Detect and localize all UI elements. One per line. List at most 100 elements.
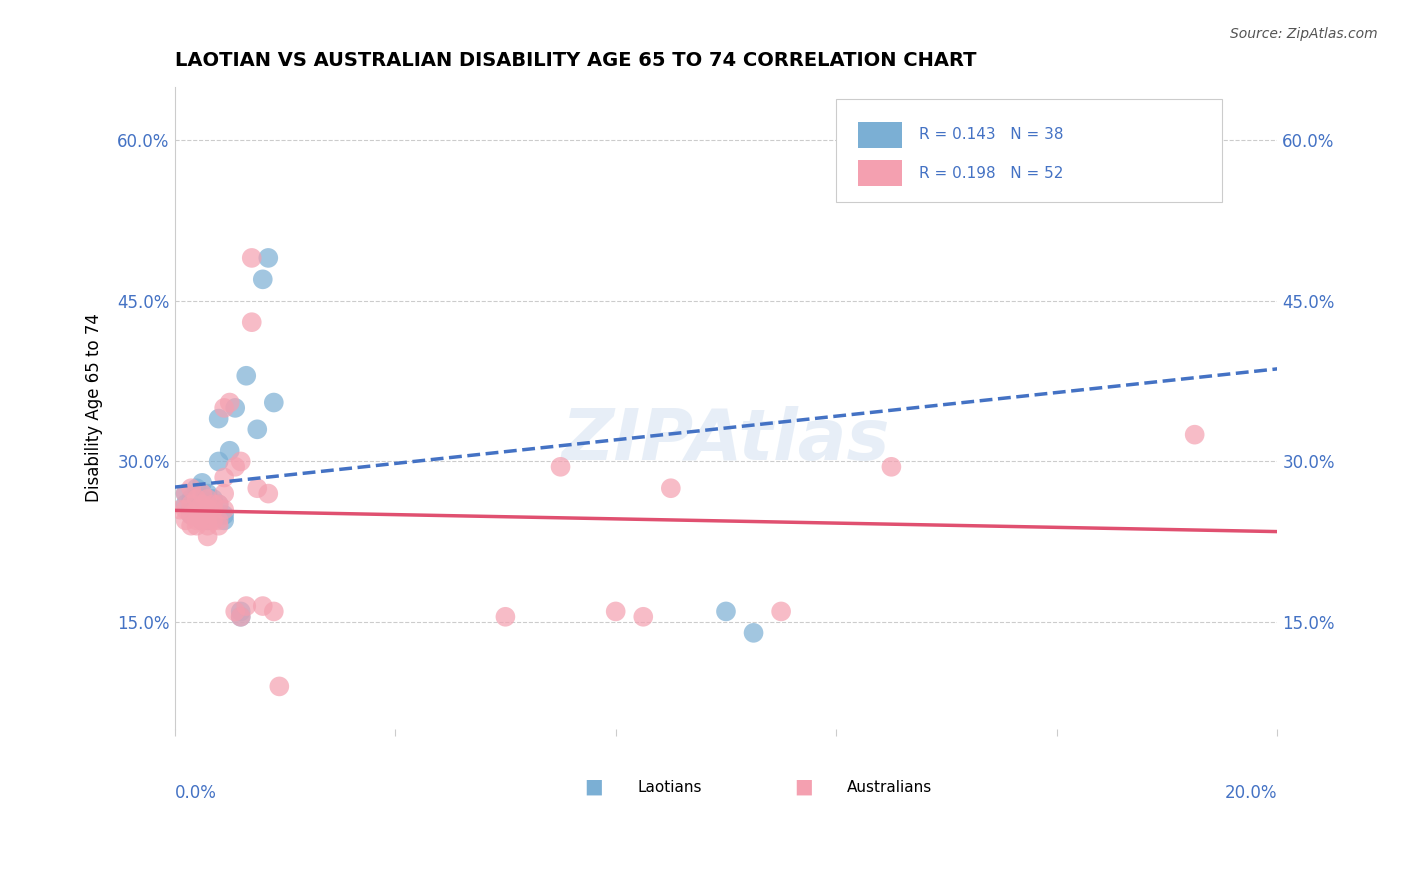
Point — [186, 518, 208, 533]
Point — [208, 518, 231, 533]
Point — [202, 491, 225, 506]
Point — [208, 497, 231, 511]
Text: Australians: Australians — [848, 780, 932, 795]
Point — [605, 604, 627, 618]
Point — [218, 443, 240, 458]
Point — [263, 604, 285, 618]
Point — [212, 401, 235, 415]
Point — [212, 513, 235, 527]
Point — [212, 470, 235, 484]
Point — [212, 486, 235, 500]
Point — [212, 502, 235, 516]
Point — [197, 518, 219, 533]
Point — [191, 508, 214, 522]
Text: 0.0%: 0.0% — [174, 784, 217, 802]
Point — [240, 251, 263, 265]
Point — [218, 395, 240, 409]
Point — [180, 497, 202, 511]
Point — [235, 368, 257, 383]
Point — [191, 475, 214, 490]
Text: ▪: ▪ — [583, 772, 605, 802]
Point — [229, 609, 252, 624]
Point — [197, 502, 219, 516]
Point — [224, 459, 246, 474]
Text: ▪: ▪ — [793, 772, 814, 802]
Point — [186, 513, 208, 527]
Point — [169, 502, 191, 516]
Point — [224, 401, 246, 415]
Point — [246, 422, 269, 436]
Point — [659, 481, 682, 495]
Point — [197, 502, 219, 516]
Point — [880, 459, 903, 474]
Point — [174, 497, 197, 511]
Point — [208, 411, 231, 425]
Point — [252, 599, 274, 613]
FancyBboxPatch shape — [837, 99, 1222, 202]
Y-axis label: Disability Age 65 to 74: Disability Age 65 to 74 — [86, 313, 103, 502]
Point — [202, 502, 225, 516]
Point — [191, 486, 214, 500]
Point — [174, 502, 197, 516]
Point — [202, 513, 225, 527]
Text: ZIPAtlas: ZIPAtlas — [562, 406, 890, 475]
Point — [191, 491, 214, 506]
Point — [174, 486, 197, 500]
Point — [263, 395, 285, 409]
Point — [208, 497, 231, 511]
Point — [880, 144, 903, 158]
Point — [180, 518, 202, 533]
Point — [494, 609, 516, 624]
Point — [742, 625, 765, 640]
Point — [197, 513, 219, 527]
Point — [191, 513, 214, 527]
Point — [202, 502, 225, 516]
Point — [180, 508, 202, 522]
Point — [240, 315, 263, 329]
Point — [186, 491, 208, 506]
Point — [212, 508, 235, 522]
Point — [208, 454, 231, 468]
Point — [257, 486, 280, 500]
Text: R = 0.198   N = 52: R = 0.198 N = 52 — [920, 166, 1063, 181]
Point — [197, 491, 219, 506]
Point — [191, 497, 214, 511]
Text: Source: ZipAtlas.com: Source: ZipAtlas.com — [1230, 27, 1378, 41]
Point — [197, 529, 219, 543]
Point — [180, 491, 202, 506]
Point — [269, 680, 291, 694]
Point — [714, 604, 737, 618]
Point — [180, 502, 202, 516]
Point — [229, 609, 252, 624]
Point — [229, 454, 252, 468]
Point — [174, 513, 197, 527]
Point — [186, 497, 208, 511]
Point — [186, 481, 208, 495]
FancyBboxPatch shape — [858, 161, 903, 186]
Point — [246, 481, 269, 495]
Point — [191, 513, 214, 527]
Point — [224, 604, 246, 618]
Point — [633, 609, 655, 624]
Point — [197, 513, 219, 527]
Point — [180, 508, 202, 522]
Point — [208, 513, 231, 527]
Point — [550, 459, 572, 474]
Point — [197, 508, 219, 522]
Point — [252, 272, 274, 286]
FancyBboxPatch shape — [858, 122, 903, 147]
Point — [235, 599, 257, 613]
Text: 20.0%: 20.0% — [1225, 784, 1278, 802]
Point — [174, 486, 197, 500]
Point — [202, 497, 225, 511]
Point — [229, 604, 252, 618]
Point — [180, 481, 202, 495]
Text: Laotians: Laotians — [638, 780, 702, 795]
Text: LAOTIAN VS AUSTRALIAN DISABILITY AGE 65 TO 74 CORRELATION CHART: LAOTIAN VS AUSTRALIAN DISABILITY AGE 65 … — [174, 51, 976, 70]
Point — [186, 502, 208, 516]
Point — [257, 251, 280, 265]
Text: R = 0.143   N = 38: R = 0.143 N = 38 — [920, 128, 1063, 142]
Point — [770, 604, 793, 618]
Point — [197, 486, 219, 500]
Point — [186, 502, 208, 516]
